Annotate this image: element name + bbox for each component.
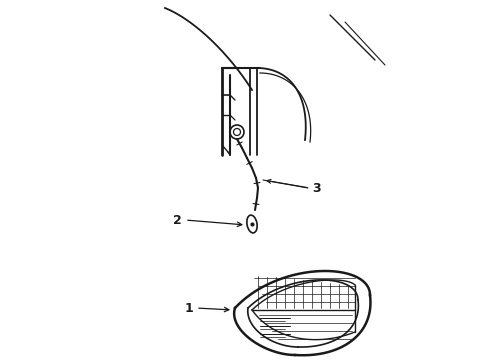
Text: 3: 3	[312, 181, 320, 194]
Text: 1: 1	[184, 302, 193, 315]
Text: 2: 2	[173, 213, 182, 226]
